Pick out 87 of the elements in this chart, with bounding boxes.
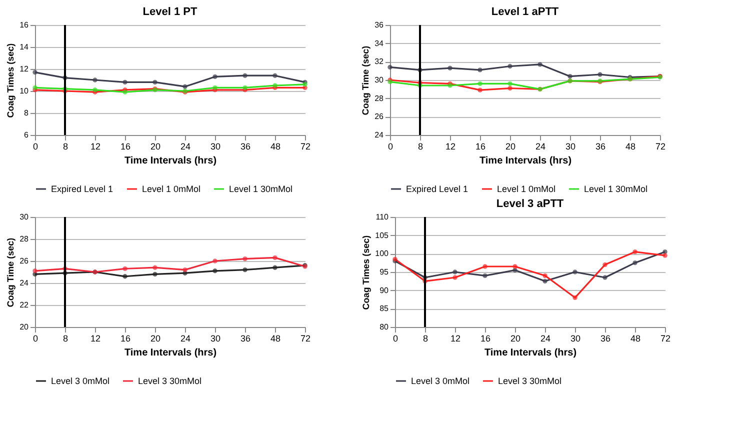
x-tick-label: 72 xyxy=(300,334,311,344)
x-tick-label: 20 xyxy=(150,334,161,344)
y-tick-label: 30 xyxy=(20,212,30,222)
x-axis-title: Time Intervals (hrs) xyxy=(124,156,217,166)
legend-label: Expired Level 1 xyxy=(406,184,468,194)
legend-label: Level 3 30mMol xyxy=(498,376,562,386)
y-tick-label: 30 xyxy=(374,76,384,84)
x-tick-label: 48 xyxy=(270,142,281,152)
x-tick-label: 0 xyxy=(32,334,38,344)
y-tick-label: 12 xyxy=(20,64,30,74)
legend-label: Level 1 30mMol xyxy=(229,184,293,194)
x-tick-label: 24 xyxy=(535,142,546,152)
x-tick-label: 30 xyxy=(210,334,221,344)
y-tick-label: 32 xyxy=(374,57,384,66)
y-tick-label: 36 xyxy=(374,20,384,30)
y-tick-label: 100 xyxy=(375,249,390,258)
x-tick-label: 48 xyxy=(270,334,281,344)
x-tick-label: 72 xyxy=(660,334,671,344)
x-tick-label: 72 xyxy=(300,142,311,152)
y-tick-label: 26 xyxy=(374,112,384,122)
x-tick-label: 0 xyxy=(392,334,398,344)
x-tick-label: 20 xyxy=(510,334,521,344)
y-tick-label: 6 xyxy=(24,130,30,140)
y-tick-label: 26 xyxy=(20,256,30,266)
legend-label: Level 3 0mMol xyxy=(411,376,470,386)
legend-label: Level 1 0mMol xyxy=(142,184,201,194)
y-tick-label: 95 xyxy=(380,268,390,276)
y-axis-title: Coag Times (sec) xyxy=(361,235,372,310)
x-tick-label: 20 xyxy=(505,142,516,152)
x-tick-label: 16 xyxy=(120,334,131,344)
x-tick-label: 24 xyxy=(180,142,191,152)
chart-title: Level 1 aPTT xyxy=(491,6,559,18)
y-tick-label: 8 xyxy=(24,108,30,118)
x-tick-label: 48 xyxy=(625,142,636,152)
x-tick-label: 24 xyxy=(540,334,551,344)
y-tick-label: 14 xyxy=(20,42,30,52)
y-axis-title: Coag Times (sec) xyxy=(6,43,16,118)
y-tick-label: 20 xyxy=(20,322,30,332)
y-tick-label: 16 xyxy=(20,20,30,30)
x-tick-label: 8 xyxy=(422,334,428,344)
x-tick-label: 48 xyxy=(630,334,641,344)
legend-label: Expired Level 1 xyxy=(51,184,114,194)
x-tick-label: 0 xyxy=(388,142,394,152)
x-tick-label: 72 xyxy=(655,142,666,152)
x-tick-label: 16 xyxy=(475,142,486,152)
x-tick-label: 12 xyxy=(90,334,101,344)
x-tick-label: 12 xyxy=(450,334,461,344)
x-tick-label: 12 xyxy=(445,142,456,152)
x-tick-label: 36 xyxy=(240,142,251,152)
x-tick-label: 16 xyxy=(480,334,491,344)
x-tick-label: 8 xyxy=(418,142,424,152)
x-tick-label: 30 xyxy=(565,142,576,152)
x-tick-label: 12 xyxy=(90,142,101,152)
y-axis-title: Coag Time (sec) xyxy=(360,46,371,116)
y-tick-label: 110 xyxy=(376,212,390,222)
chart-title: Level 3 aPTT xyxy=(496,198,564,210)
x-tick-label: 30 xyxy=(570,334,581,344)
x-tick-label: 36 xyxy=(595,142,606,152)
x-tick-label: 20 xyxy=(150,142,161,152)
x-tick-label: 8 xyxy=(62,334,68,344)
legend-label: Level 1 30mMol xyxy=(584,184,648,194)
y-axis-title: Coag Time (sec) xyxy=(6,238,16,308)
x-tick-label: 36 xyxy=(240,334,251,344)
x-tick-label: 8 xyxy=(62,142,68,152)
chart-title: Level 1 PT xyxy=(142,6,198,18)
y-tick-label: 90 xyxy=(380,286,390,295)
x-tick-label: 16 xyxy=(120,142,131,152)
y-tick-label: 105 xyxy=(375,230,390,240)
x-axis-title: Time Intervals (hrs) xyxy=(479,156,572,166)
y-tick-label: 28 xyxy=(374,94,384,103)
y-tick-label: 10 xyxy=(20,86,30,96)
y-tick-label: 85 xyxy=(380,304,390,314)
y-tick-label: 24 xyxy=(374,130,384,140)
x-tick-label: 36 xyxy=(600,334,611,344)
legend-label: Level 3 30mMol xyxy=(138,376,202,386)
y-tick-label: 22 xyxy=(20,300,30,310)
y-tick-label: 80 xyxy=(380,322,390,332)
x-axis-title: Time Intervals (hrs) xyxy=(124,348,217,358)
x-tick-label: 30 xyxy=(210,142,221,152)
x-tick-label: 0 xyxy=(32,142,38,152)
y-tick-label: 34 xyxy=(374,38,384,48)
legend-label: Level 1 0mMol xyxy=(497,184,556,194)
y-tick-label: 28 xyxy=(20,234,30,244)
x-axis-title: Time Intervals (hrs) xyxy=(484,348,577,358)
y-tick-label: 24 xyxy=(20,278,30,288)
legend-label: Level 3 0mMol xyxy=(51,376,110,386)
x-tick-label: 24 xyxy=(180,334,191,344)
